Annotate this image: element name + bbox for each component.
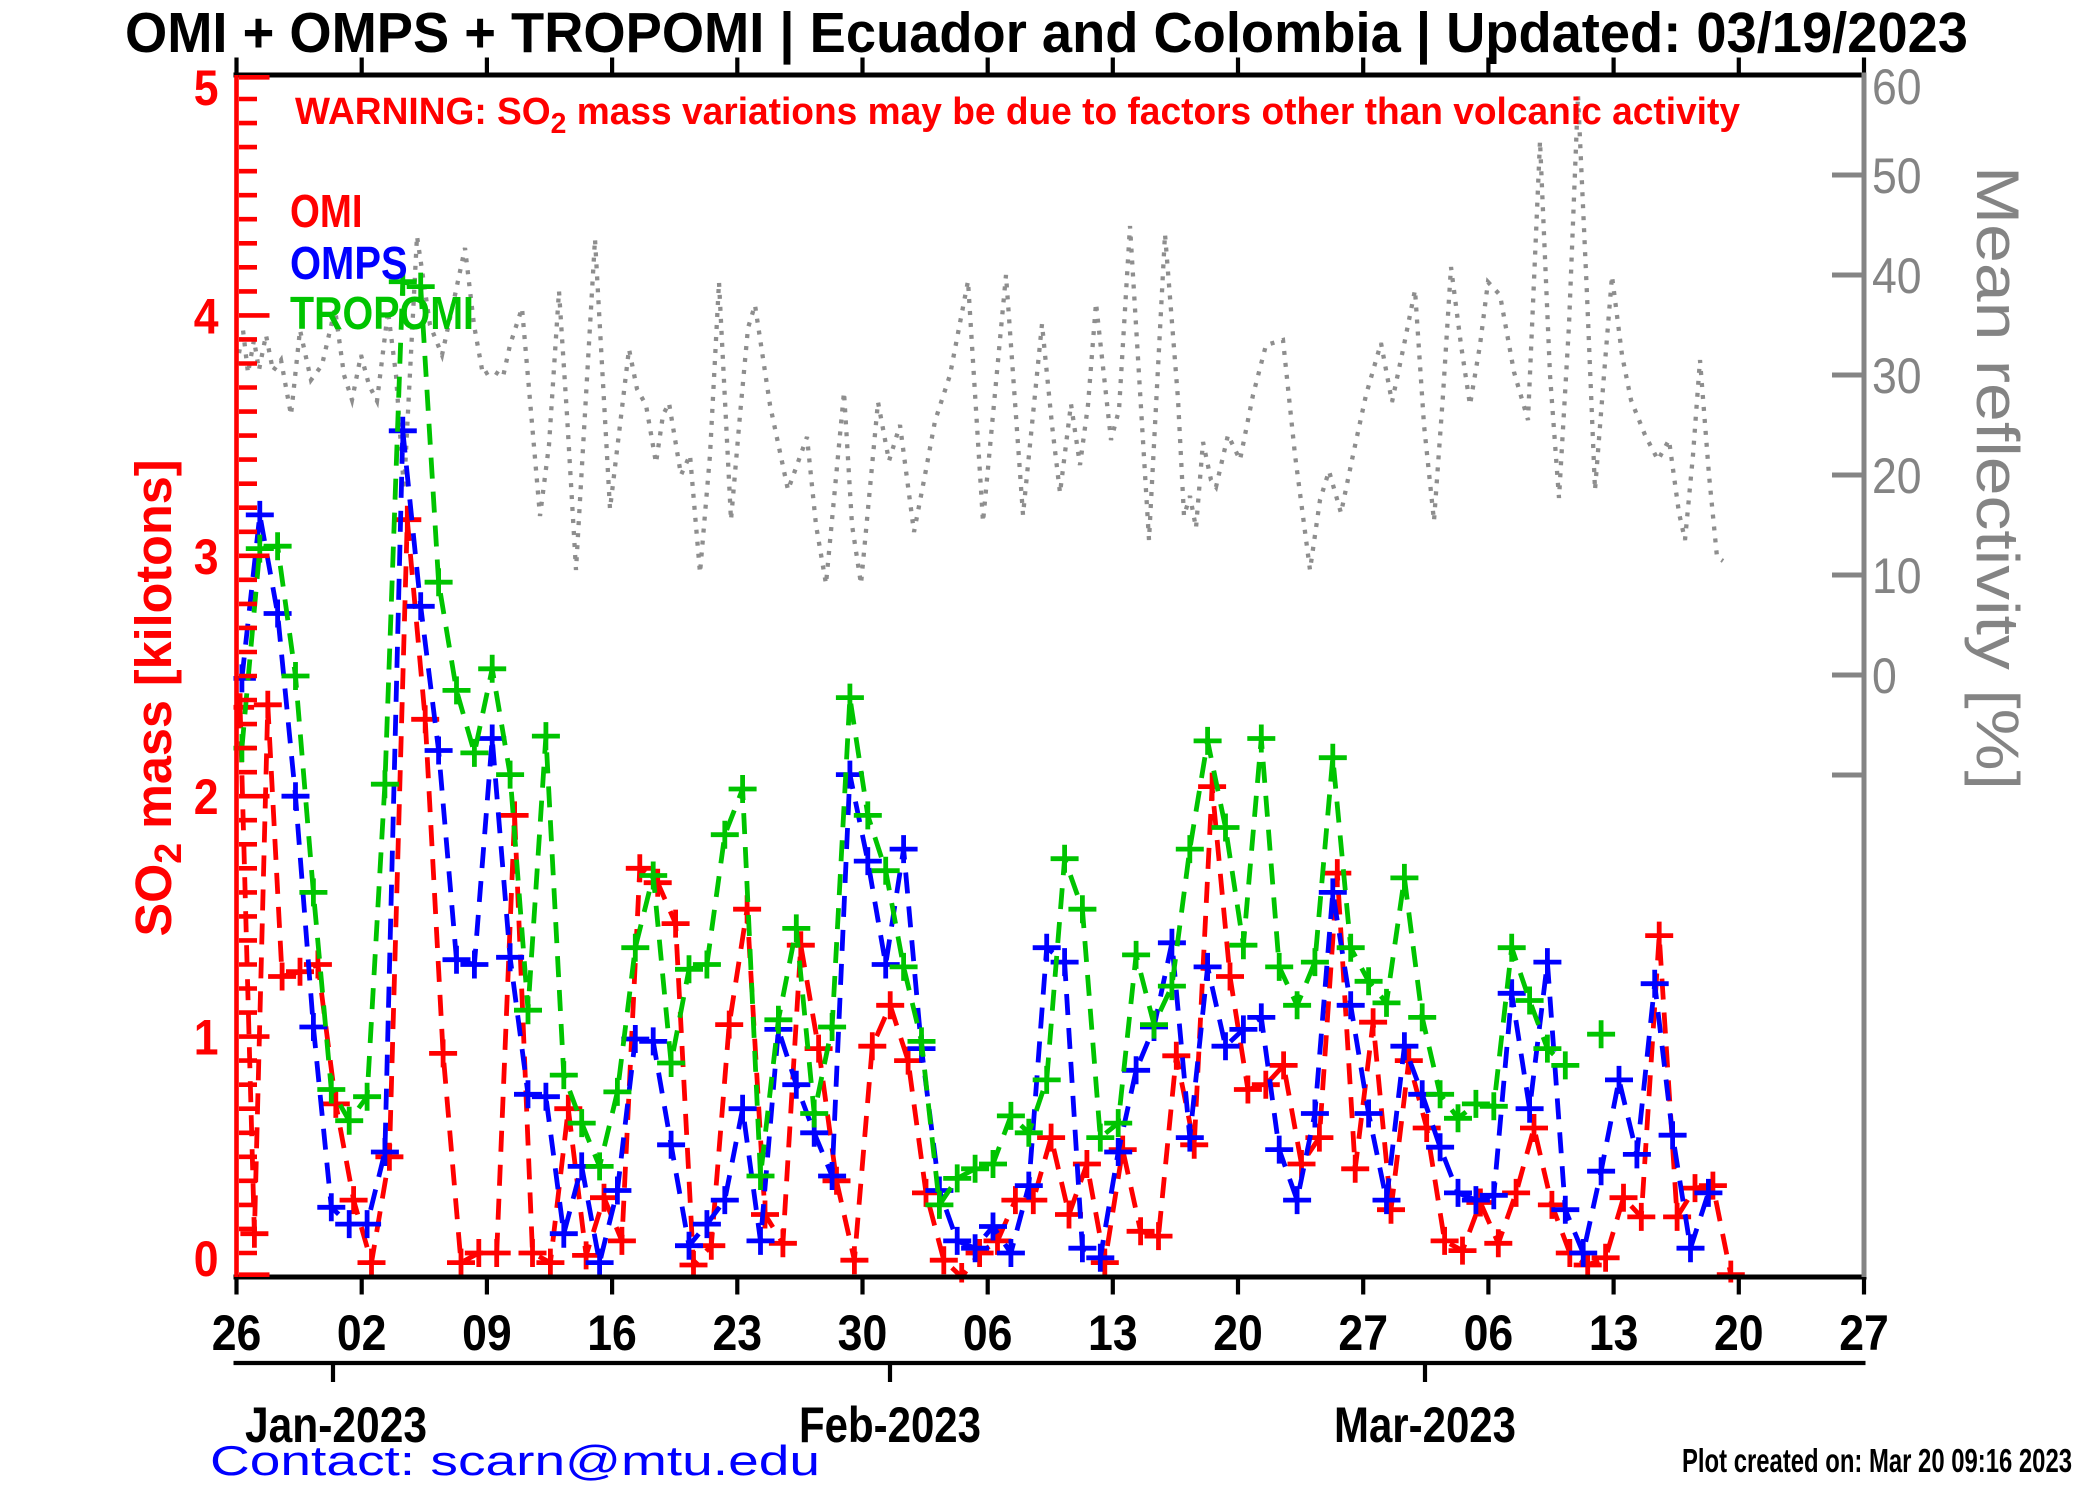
svg-text:13: 13 [1589, 1305, 1639, 1361]
svg-text:20: 20 [1872, 448, 1922, 504]
svg-text:20: 20 [1714, 1305, 1764, 1361]
svg-text:OMI: OMI [290, 185, 363, 237]
svg-text:5: 5 [194, 60, 219, 116]
svg-text:50: 50 [1872, 148, 1922, 204]
svg-text:10: 10 [1872, 548, 1922, 604]
svg-text:OMI + OMPS + TROPOMI | Ecuador: OMI + OMPS + TROPOMI | Ecuador and Colom… [125, 1, 1968, 65]
svg-text:Contact: scarn@mtu.edu: Contact: scarn@mtu.edu [210, 1437, 820, 1484]
svg-text:16: 16 [587, 1305, 637, 1361]
svg-text:0: 0 [194, 1231, 219, 1287]
svg-text:40: 40 [1872, 248, 1922, 304]
svg-text:WARNING: SO2 mass variations m: WARNING: SO2 mass variations may be due … [295, 91, 1740, 140]
svg-text:60: 60 [1872, 59, 1922, 115]
svg-text:OMPS: OMPS [290, 237, 408, 289]
svg-text:09: 09 [462, 1305, 512, 1361]
svg-text:3: 3 [194, 529, 219, 585]
svg-text:20: 20 [1213, 1305, 1263, 1361]
svg-text:23: 23 [712, 1305, 762, 1361]
svg-text:13: 13 [1088, 1305, 1138, 1361]
svg-text:02: 02 [337, 1305, 387, 1361]
svg-text:27: 27 [1338, 1305, 1388, 1361]
svg-text:Mar-2023: Mar-2023 [1334, 1397, 1516, 1453]
svg-text:1: 1 [194, 1010, 219, 1066]
svg-text:26: 26 [212, 1305, 262, 1361]
svg-text:2: 2 [194, 769, 219, 825]
svg-text:Plot created on: Mar 20 09:16: Plot created on: Mar 20 09:16 2023 [1682, 1442, 2072, 1479]
svg-text:Mean reflectivity [%]: Mean reflectivity [%] [1964, 166, 2031, 790]
svg-text:4: 4 [194, 288, 219, 344]
svg-text:Jan-2023: Jan-2023 [245, 1397, 427, 1453]
svg-text:30: 30 [1872, 348, 1922, 404]
svg-text:SO2 mass [kilotons]: SO2 mass [kilotons] [125, 460, 190, 937]
svg-text:0: 0 [1872, 648, 1897, 704]
svg-text:06: 06 [1464, 1305, 1514, 1361]
svg-text:27: 27 [1839, 1305, 1889, 1361]
svg-text:Feb-2023: Feb-2023 [799, 1397, 981, 1453]
svg-text:30: 30 [838, 1305, 888, 1361]
svg-text:TROPOMI: TROPOMI [290, 287, 474, 339]
svg-text:06: 06 [963, 1305, 1013, 1361]
